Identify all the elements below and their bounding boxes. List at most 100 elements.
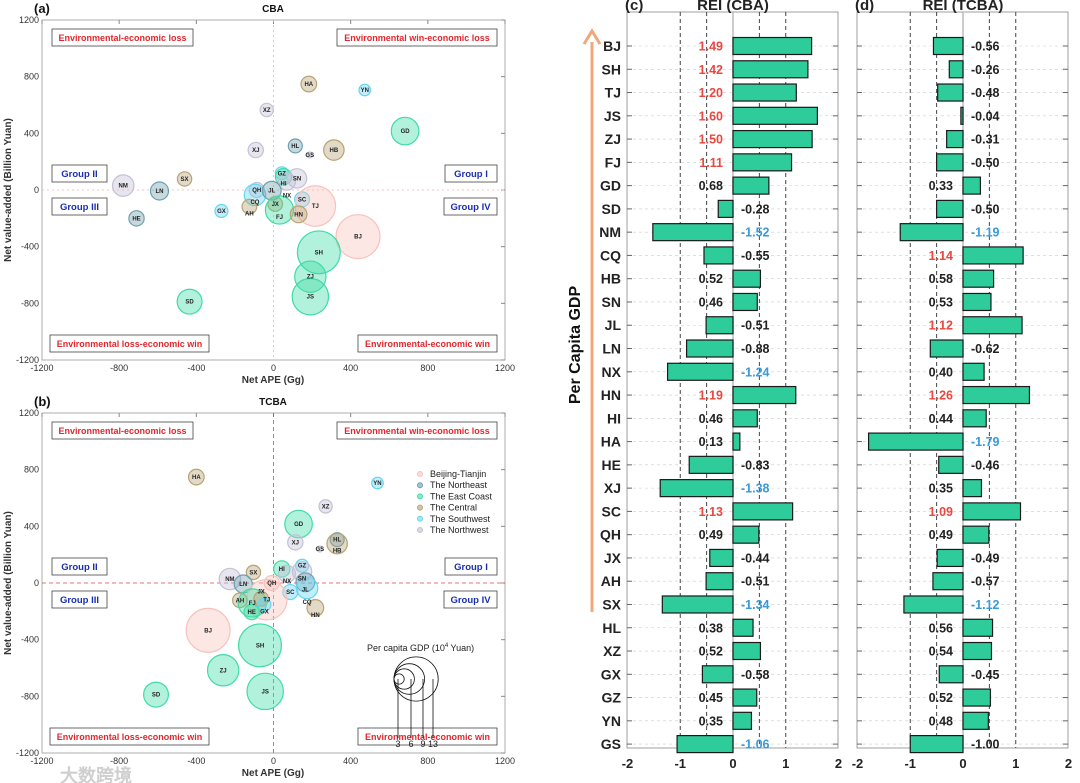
bar-value-label: 0.68	[699, 179, 723, 193]
bubble-label: SX	[249, 570, 257, 576]
bubble-GX	[214, 203, 229, 219]
bar-value-label: -0.28	[741, 202, 770, 216]
category-label: BJ	[603, 38, 621, 54]
bar-value-label: 0.38	[699, 621, 723, 635]
bubble-label: JL	[302, 587, 309, 593]
bubble-label: XZ	[263, 108, 271, 114]
bar-value-label: -0.57	[971, 575, 1000, 589]
bubble-label: LN	[239, 582, 247, 588]
bar-JL	[962, 316, 1023, 335]
bar-GZ	[732, 688, 758, 707]
category-label: QH	[600, 527, 621, 543]
bar-QH	[962, 525, 990, 544]
bar-FJ	[732, 153, 793, 172]
legend-entry: The Southwest	[430, 514, 491, 524]
x-tick-label: -1200	[30, 363, 53, 373]
legend-marker	[417, 493, 423, 500]
bubble-label: SH	[256, 643, 264, 649]
quadrant-box	[336, 421, 498, 440]
bar-value-label: 0.52	[699, 645, 723, 659]
legend-marker	[417, 471, 423, 477]
y-tick-label: -800	[21, 691, 39, 701]
x-tick-label: 0	[271, 756, 276, 766]
bubble-label: SH	[315, 250, 323, 256]
bar-value-label: -0.88	[741, 342, 770, 356]
bubble-FJ	[264, 195, 295, 225]
bubble-label: GX	[260, 610, 269, 616]
bar-value-label: 0.54	[929, 645, 953, 659]
quadrant-label: Environmental-economic win	[365, 732, 490, 742]
size-legend-value: 6	[408, 739, 413, 749]
quadrant-box	[444, 164, 498, 183]
x-tick-label: 0	[729, 756, 736, 771]
bar-SC	[732, 502, 794, 521]
bar-SH	[948, 60, 964, 79]
bar-panel-d: -2 -1 0 1 2 -0.56 -0.26 -0.48 -0.04 -0.31 -0.50 0.3…	[852, 0, 1072, 771]
y-axis-title: Net value-added (Billion Yuan)	[3, 118, 14, 262]
bar-value-label: -1.34	[741, 598, 770, 612]
bubble-label: HA	[192, 475, 201, 481]
bar-value-label: 0.52	[929, 691, 953, 705]
category-label: JL	[605, 317, 622, 333]
bar-NX	[666, 362, 734, 381]
y-tick-label: -1200	[16, 355, 39, 365]
category-label: JX	[604, 550, 622, 566]
category-label: GD	[600, 178, 621, 194]
bar-panel-c: -2 -1 0 1 2 1.49 BJ 1.42 SH 1.20 TJ 1.60 JS 1.50 ZJ 1.1…	[599, 0, 842, 771]
bubble-label: HB	[333, 549, 342, 555]
bar-YN	[962, 711, 989, 730]
bar-value-label: 0.46	[699, 295, 723, 309]
bubble-AH	[232, 592, 248, 609]
bar-GS	[676, 734, 734, 754]
legend-entry: The Central	[430, 503, 477, 513]
x-tick-label: 1200	[495, 363, 515, 373]
bar-value-label: -1.06	[741, 738, 770, 752]
y-tick-label: -400	[21, 635, 39, 645]
bar-SD	[717, 199, 734, 218]
y-tick-label: -800	[21, 298, 39, 308]
bar-JS	[732, 106, 819, 125]
bar-value-label: -1.38	[741, 482, 770, 496]
bar-BJ	[732, 36, 813, 56]
category-label: HB	[601, 271, 621, 287]
bar-value-label: 1.49	[699, 40, 723, 54]
bar-SN	[962, 292, 992, 312]
category-label: SX	[602, 596, 621, 612]
bar-CQ	[962, 246, 1024, 265]
y-axis-title: Net value-added (Billion Yuan)	[3, 511, 14, 655]
bar-XJ	[659, 479, 734, 498]
bubble-GX	[257, 597, 272, 612]
x-tick-label: -400	[187, 363, 205, 373]
bubble-label: HA	[304, 82, 313, 88]
bubble-label: AH	[236, 598, 245, 604]
bar-value-label: -0.45	[971, 668, 1000, 682]
bubble-TJ	[294, 185, 337, 227]
bar-value-label: 1.09	[929, 505, 953, 519]
category-label: XZ	[603, 643, 621, 659]
group-label: Group I	[454, 562, 488, 573]
bar-value-label: -0.50	[971, 156, 1000, 170]
bar-value-label: 0.45	[699, 691, 723, 705]
bar-value-label: -0.04	[971, 109, 1000, 123]
bubble-LN	[149, 181, 170, 201]
bar-value-label: -0.56	[971, 40, 1000, 54]
panel-title: REI (TCBA)	[923, 0, 1004, 14]
bubble-SN	[291, 561, 313, 582]
bar-HI	[962, 409, 987, 428]
bar-GZ	[962, 688, 992, 707]
bubble-label: GX	[217, 209, 226, 215]
bubble-label: HE	[248, 610, 256, 616]
bar-value-label: 1.12	[929, 319, 953, 333]
bar-GS	[909, 734, 964, 754]
bubble-label: SC	[286, 590, 295, 596]
group-label: Group III	[60, 202, 99, 213]
bubble-GS	[316, 545, 324, 553]
bar-HL	[962, 618, 994, 637]
bar-NM	[899, 223, 964, 242]
group-label: Group II	[61, 169, 97, 180]
bubble-SX	[245, 564, 262, 581]
bubble-BJ	[335, 214, 381, 260]
x-tick-label: 1200	[495, 756, 515, 766]
quadrant-box	[443, 590, 498, 609]
x-axis-title: Net APE (Gg)	[242, 768, 304, 779]
